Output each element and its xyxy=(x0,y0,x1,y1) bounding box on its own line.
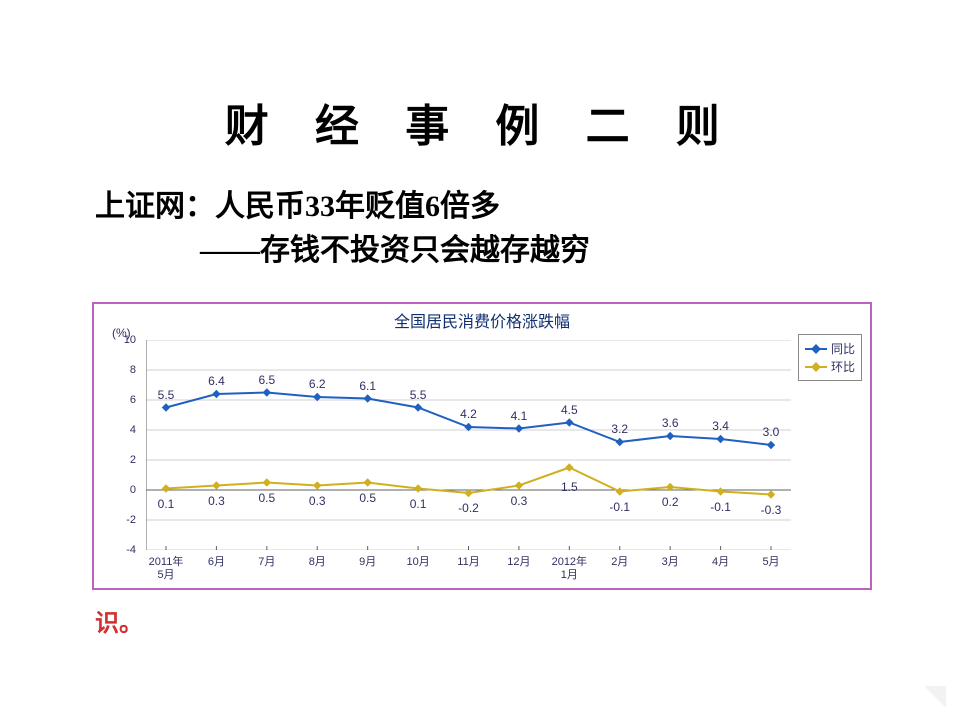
headline-line1: 上证网：人民币33年贬值6倍多 xyxy=(95,185,875,229)
data-label: 0.3 xyxy=(511,494,528,508)
cpi-chart: 全国居民消费价格涨跌幅 (%) 同比环比 -4-202468102011年5月6… xyxy=(92,302,872,590)
data-label: -0.1 xyxy=(609,500,630,514)
y-tick-label: -4 xyxy=(96,544,136,556)
data-label: 0.2 xyxy=(662,495,679,509)
data-label: -0.2 xyxy=(458,501,479,515)
x-tick-label: 3月 xyxy=(645,556,695,569)
headline-block: 上证网：人民币33年贬值6倍多 ——存钱不投资只会越存越穷 xyxy=(95,185,875,272)
legend-item: 环比 xyxy=(805,358,855,375)
x-tick-label: 11月 xyxy=(444,556,494,569)
data-label: 0.1 xyxy=(158,497,175,511)
x-tick-label: 5月 xyxy=(746,556,796,569)
x-tick-label: 9月 xyxy=(343,556,393,569)
x-tick-label: 2012年1月 xyxy=(544,556,594,581)
data-label: 0.5 xyxy=(359,491,376,505)
data-label: 0.1 xyxy=(410,497,427,511)
data-label: 3.4 xyxy=(712,419,729,433)
y-tick-label: -2 xyxy=(96,514,136,526)
y-tick-label: 0 xyxy=(96,484,136,496)
x-tick-label: 12月 xyxy=(494,556,544,569)
y-tick-label: 4 xyxy=(96,424,136,436)
chart-plot xyxy=(146,340,791,550)
data-label: 1.5 xyxy=(561,480,578,494)
legend-swatch xyxy=(805,366,827,368)
footer-fragment: 识。 xyxy=(95,603,143,638)
y-tick-label: 2 xyxy=(96,454,136,466)
data-label: 3.6 xyxy=(662,416,679,430)
chart-legend: 同比环比 xyxy=(798,334,862,381)
page-title: 财 经 事 例 二 则 xyxy=(0,90,960,154)
data-label: 5.5 xyxy=(410,388,427,402)
page-title-text: 财 经 事 例 二 则 xyxy=(225,102,735,151)
x-tick-label: 2月 xyxy=(595,556,645,569)
x-tick-label: 4月 xyxy=(696,556,746,569)
data-label: 6.4 xyxy=(208,374,225,388)
x-tick-label: 6月 xyxy=(191,556,241,569)
y-tick-label: 10 xyxy=(96,334,136,346)
data-label: 5.5 xyxy=(158,388,175,402)
data-label: 0.5 xyxy=(258,491,275,505)
x-tick-label: 7月 xyxy=(242,556,292,569)
legend-label: 环比 xyxy=(831,358,855,375)
y-tick-label: 8 xyxy=(96,364,136,376)
data-label: 6.1 xyxy=(359,379,376,393)
x-tick-label: 2011年5月 xyxy=(141,556,191,581)
data-label: 4.2 xyxy=(460,407,477,421)
x-tick-label: 10月 xyxy=(393,556,443,569)
data-label: -0.3 xyxy=(761,503,782,517)
slide-container: 财 经 事 例 二 则 上证网：人民币33年贬值6倍多 ——存钱不投资只会越存越… xyxy=(0,0,960,720)
data-label: -0.1 xyxy=(710,500,731,514)
page-corner-decoration xyxy=(902,686,946,708)
data-label: 4.5 xyxy=(561,403,578,417)
legend-swatch xyxy=(805,348,827,350)
x-tick-label: 8月 xyxy=(292,556,342,569)
headline-line2: ——存钱不投资只会越存越穷 xyxy=(95,229,875,273)
legend-label: 同比 xyxy=(831,340,855,357)
legend-item: 同比 xyxy=(805,340,855,357)
data-label: 6.5 xyxy=(258,373,275,387)
y-tick-label: 6 xyxy=(96,394,136,406)
data-label: 3.0 xyxy=(763,425,780,439)
data-label: 4.1 xyxy=(511,409,528,423)
data-label: 3.2 xyxy=(611,422,628,436)
data-label: 0.3 xyxy=(309,494,326,508)
data-label: 0.3 xyxy=(208,494,225,508)
data-label: 6.2 xyxy=(309,377,326,391)
chart-title: 全国居民消费价格涨跌幅 xyxy=(94,308,870,332)
